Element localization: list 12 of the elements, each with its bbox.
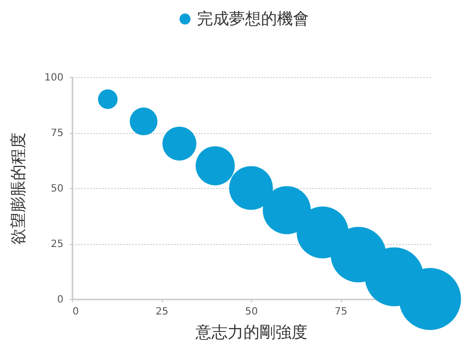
y-tick-label: 75	[50, 128, 64, 139]
y-tick-label: 0	[57, 294, 64, 306]
x-tick-label: 75	[334, 306, 348, 318]
y-tick-label: 100	[44, 72, 64, 84]
y-axis-title: 欲望膨脹的程度	[8, 132, 28, 244]
legend-label: 完成夢想的機會	[197, 9, 309, 28]
x-axis-title: 意志力的剛強度	[194, 322, 308, 342]
x-tick-label: 25	[156, 306, 168, 318]
y-tick-label: 25	[50, 239, 64, 250]
x-tick-label: 50	[245, 306, 258, 318]
y-tick-label: 50	[50, 184, 64, 194]
x-tick-label: 0	[72, 306, 79, 318]
